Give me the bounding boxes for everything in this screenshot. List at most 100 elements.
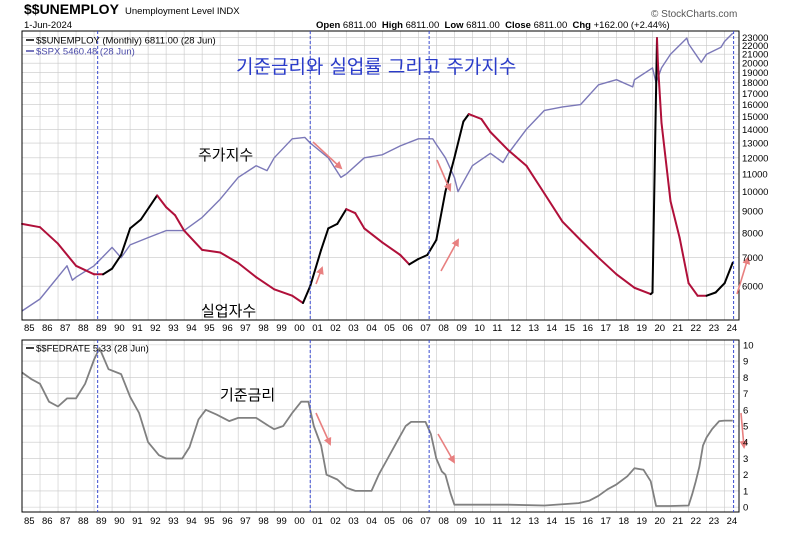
bottom-x-tick-label: 07 xyxy=(420,516,431,527)
top-y-tick-label: 22000 xyxy=(742,41,768,52)
annotation-arrow xyxy=(739,412,748,449)
unemploy-line-segment xyxy=(156,194,168,209)
top-x-tick-label: 16 xyxy=(582,323,593,334)
unemploy-line-segment xyxy=(656,62,663,124)
top-x-tick-label: 92 xyxy=(150,323,161,334)
unemploy-line-segment xyxy=(507,149,528,167)
top-x-tick-label: 07 xyxy=(420,323,431,334)
bottom-y-tick-label: 0 xyxy=(743,503,748,514)
top-x-tick-label: 02 xyxy=(330,323,341,334)
series-layer xyxy=(21,32,734,507)
bottom-y-tick-label: 8 xyxy=(743,373,748,384)
top-y-tick-label: 11000 xyxy=(742,169,768,180)
unemploy-line-segment xyxy=(381,241,402,256)
bottom-y-tick-label: 7 xyxy=(743,389,748,400)
bottom-x-tick-label: 24 xyxy=(727,516,738,527)
top-x-tick-label: 99 xyxy=(276,323,287,334)
top-y-tick-label: 17000 xyxy=(742,89,768,100)
top-x-tick-label: 10 xyxy=(474,323,485,334)
unemploy-line-segment xyxy=(237,262,258,279)
annotation-arrow xyxy=(315,412,332,446)
top-y-tick-label: 16000 xyxy=(742,100,768,111)
legend-unemploy-label: $$UNEMPLOY (Monthly) 6811.00 (28 Jun) xyxy=(36,36,216,47)
unemploy-line-segment xyxy=(435,190,447,241)
top-x-tick-label: 17 xyxy=(600,323,611,334)
unemploy-line-segment xyxy=(723,261,734,285)
bottom-panel-frame xyxy=(21,339,740,513)
text-layer: 8585868687878888898990909191929293939494… xyxy=(24,33,768,527)
unemploy-line-segment xyxy=(453,120,465,159)
top-x-tick-label: 13 xyxy=(528,323,539,334)
unemploy-line-segment xyxy=(291,294,304,304)
unemploy-line-segment xyxy=(363,227,384,244)
unemploy-line-segment xyxy=(660,121,672,203)
quote-open-label: Open xyxy=(316,20,341,31)
bottom-x-tick-label: 17 xyxy=(600,516,611,527)
bottom-x-tick-label: 89 xyxy=(96,516,107,527)
bottom-x-tick-label: 11 xyxy=(492,516,502,527)
bottom-y-tick-label: 4 xyxy=(743,438,748,449)
bottom-y-tick-label: 9 xyxy=(743,357,748,368)
annotation-arrow xyxy=(736,256,751,295)
top-x-tick-label: 91 xyxy=(132,323,143,334)
unemploy-line-segment xyxy=(273,288,294,297)
top-x-tick-label: 96 xyxy=(222,323,233,334)
top-y-tick-label: 8000 xyxy=(742,228,763,239)
legend-spx-label: $SPX 5460.48 (28 Jun) xyxy=(36,47,135,58)
bottom-x-tick-label: 92 xyxy=(150,516,161,527)
chart-symbol: $$UNEMPLOY xyxy=(24,1,119,17)
unemploy-line-segment xyxy=(165,206,177,217)
chart-date: 1-Jun-2024 xyxy=(24,20,73,31)
quote-high-value: 6811.00 xyxy=(405,20,440,31)
top-y-tick-label: 21000 xyxy=(742,50,768,61)
bottom-x-tick-label: 10 xyxy=(474,516,485,527)
top-y-tick-label: 15000 xyxy=(742,112,768,123)
unemploy-line-segment xyxy=(579,239,600,259)
top-x-tick-label: 19 xyxy=(637,323,648,334)
unemploy-line-segment xyxy=(345,208,357,215)
bottom-y-tick-label: 5 xyxy=(743,422,748,433)
top-x-tick-label: 98 xyxy=(258,323,269,334)
unemploy-line-segment xyxy=(633,286,652,296)
bottom-x-tick-label: 12 xyxy=(510,516,521,527)
legend-fedrate-label: $$FEDRATE 5.33 (28 Jun) xyxy=(36,344,149,355)
top-x-tick-label: 87 xyxy=(60,323,71,334)
unemploy-line-segment xyxy=(687,282,699,297)
top-x-tick-label: 01 xyxy=(312,323,323,334)
bottom-x-tick-label: 97 xyxy=(240,516,251,527)
fedrate-line xyxy=(21,347,733,507)
top-x-tick-label: 85 xyxy=(24,323,35,334)
bottom-x-tick-label: 01 xyxy=(312,516,323,527)
top-x-tick-label: 97 xyxy=(240,323,251,334)
top-panel-frame xyxy=(21,30,740,321)
top-x-tick-label: 15 xyxy=(564,323,575,334)
top-x-tick-label: 06 xyxy=(402,323,413,334)
bottom-y-tick-label: 10 xyxy=(743,340,754,351)
bottom-y-tick-label: 6 xyxy=(743,405,748,416)
unemploy-line-segment xyxy=(678,236,690,285)
bottom-x-tick-label: 95 xyxy=(204,516,215,527)
unemploy-line-segment xyxy=(480,118,492,133)
bottom-x-tick-label: 21 xyxy=(673,516,684,527)
unemploy-line-segment xyxy=(336,208,348,225)
top-y-tick-label: 19000 xyxy=(742,68,768,79)
quote-close-label: Close xyxy=(505,20,531,31)
unemploy-line-segment xyxy=(525,164,546,195)
unemploy-line-segment xyxy=(327,222,339,230)
unemploy-line-segment xyxy=(129,218,142,230)
top-x-tick-label: 09 xyxy=(456,323,467,334)
bottom-x-tick-label: 90 xyxy=(114,516,125,527)
unemploy-line-segment xyxy=(705,291,717,297)
unemploy-line-segment xyxy=(714,282,726,294)
bottom-x-tick-label: 20 xyxy=(655,516,666,527)
unemploy-line-segment xyxy=(656,37,659,65)
unemploy-line-segment xyxy=(174,214,186,232)
top-x-tick-label: 11 xyxy=(492,323,502,334)
quote-chg-label: Chg xyxy=(572,20,591,31)
unemploy-line-segment xyxy=(39,226,59,245)
top-x-tick-label: 22 xyxy=(691,323,702,334)
unemploy-line-segment xyxy=(120,227,132,256)
bottom-x-tick-label: 03 xyxy=(348,516,359,527)
bottom-x-tick-label: 18 xyxy=(618,516,629,527)
